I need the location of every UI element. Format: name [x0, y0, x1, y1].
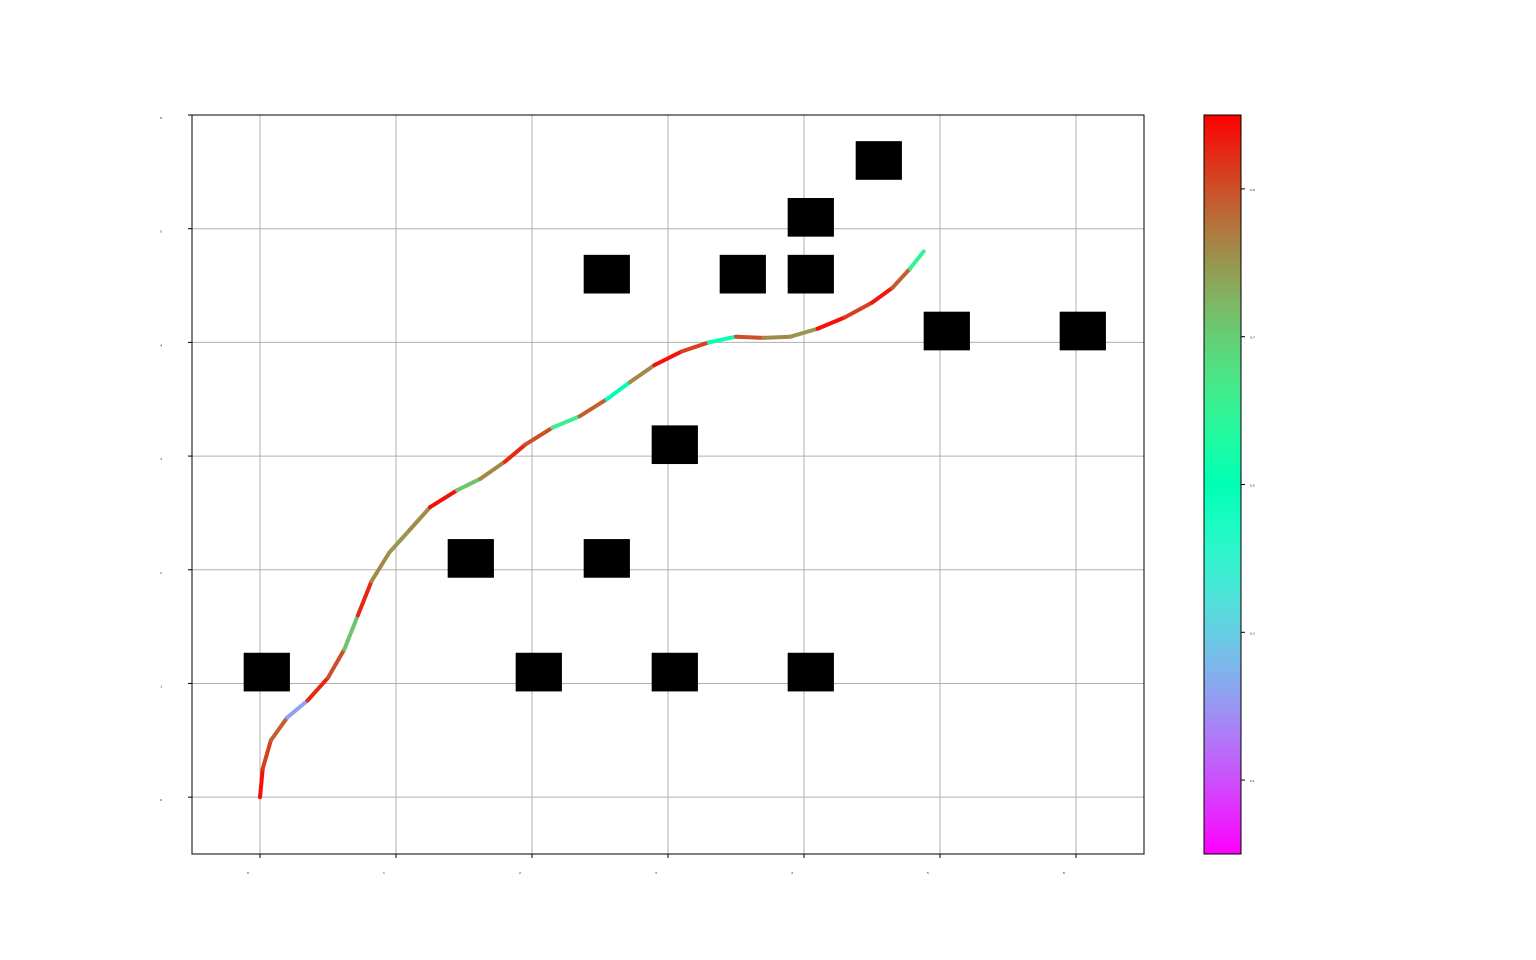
obstacle-block [515, 652, 562, 692]
path-segment [342, 613, 360, 652]
colorbar-tick-label: 0.7 [1250, 336, 1255, 340]
path-segment [428, 488, 460, 510]
colorbar [1203, 114, 1242, 855]
y-tick-label: 3 [160, 457, 162, 461]
path-segment [627, 363, 657, 385]
x-tick-label: 2 [519, 871, 521, 875]
path-segment [285, 698, 310, 720]
x-tick-label: 0 [247, 871, 249, 875]
path-segment [369, 550, 392, 584]
path-segment [679, 340, 711, 354]
path-segment [706, 334, 738, 345]
colorbar-tick-label: 0.9 [1250, 188, 1255, 192]
path-segment [478, 459, 507, 481]
obstacle-block [651, 425, 698, 465]
obstacle-block [787, 652, 834, 692]
path-segment [407, 505, 432, 532]
obstacle-block [583, 254, 630, 294]
y-axis-ticks: 0 1 2 3 4 5 6 [160, 114, 192, 802]
y-tick-label: 5 [160, 230, 162, 234]
path-segment [258, 766, 265, 800]
x-axis-ticks: 0 1 2 3 4 5 6 [247, 854, 1077, 875]
obstacle-block [583, 539, 630, 578]
path-segment [355, 579, 374, 618]
path-segment [788, 326, 820, 339]
y-tick-label: 2 [160, 571, 162, 575]
path-segment [577, 397, 609, 419]
path-segment [815, 315, 847, 331]
obstacle-block [787, 254, 834, 294]
path-segment [652, 349, 684, 368]
path-segment [908, 249, 926, 271]
colorbar-tick-label: 0.1 [1250, 779, 1255, 783]
path-segment [502, 442, 528, 464]
obstacle-block [923, 311, 970, 351]
x-tick-label: 4 [791, 871, 793, 875]
path-segment [455, 476, 483, 493]
obstacle-layer [243, 141, 1106, 692]
y-tick-label: 4 [160, 343, 162, 347]
path-segment [604, 380, 632, 402]
path-segment [890, 266, 913, 290]
path-segment [761, 334, 793, 340]
obstacle-block [719, 254, 766, 294]
path-segment [326, 647, 347, 680]
x-tick-label: 5 [927, 871, 929, 875]
x-tick-label: 1 [383, 871, 385, 875]
path-segment [550, 414, 582, 430]
x-tick-label: 6 [1063, 871, 1065, 875]
path-layer [258, 249, 926, 800]
colorbar-tick-label: 0.5 [1250, 484, 1255, 488]
y-tick-label: 0 [160, 798, 162, 802]
path-segment [260, 738, 273, 771]
y-tick-label: 1 [160, 684, 162, 688]
obstacle-block [651, 652, 698, 692]
path-segment [842, 300, 874, 320]
obstacle-block [243, 652, 290, 692]
obstacle-block [855, 141, 902, 180]
y-tick-label: 6 [160, 116, 162, 120]
path-segment [387, 527, 412, 555]
path-segment [268, 715, 290, 743]
path-segment [734, 334, 766, 340]
obstacle-block [787, 197, 834, 237]
colorbar-ticks: 0.1 0.3 0.5 0.7 0.9 [1241, 188, 1255, 783]
obstacle-block [447, 539, 494, 578]
path-segment [870, 285, 895, 305]
obstacle-block [1059, 311, 1106, 351]
colorbar-tick-label: 0.3 [1250, 631, 1255, 635]
path-segment [305, 675, 330, 703]
path-segment [523, 425, 555, 447]
x-tick-label: 3 [655, 871, 657, 875]
